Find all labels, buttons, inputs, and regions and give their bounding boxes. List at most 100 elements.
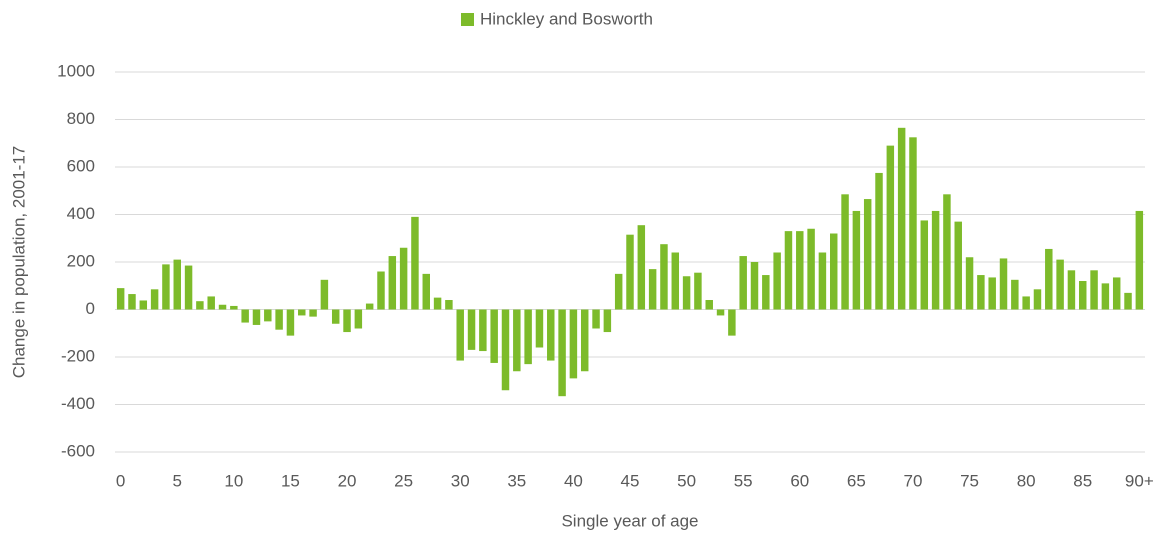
bar: [1056, 259, 1064, 310]
bar: [479, 309, 487, 352]
bar: [128, 294, 136, 310]
bar: [490, 309, 498, 363]
bar: [1124, 292, 1132, 310]
bar: [1022, 296, 1030, 310]
bar: [614, 273, 623, 310]
x-tick-label: 50: [677, 471, 696, 490]
bar: [467, 309, 476, 350]
x-tick-label: 5: [173, 471, 182, 490]
x-tick-label: 75: [960, 471, 979, 490]
bar: [535, 309, 544, 348]
bar: [139, 300, 148, 310]
bar: [841, 194, 849, 310]
y-tick-label: 1000: [57, 61, 95, 80]
bar: [343, 309, 351, 333]
bar: [524, 309, 532, 365]
bar: [309, 309, 317, 317]
bar: [207, 296, 215, 310]
bar: [886, 145, 895, 310]
bar: [513, 309, 521, 372]
bar: [377, 271, 385, 310]
bar: [1045, 248, 1053, 310]
bar: [671, 252, 680, 310]
bar: [173, 259, 181, 310]
bar: [1090, 270, 1098, 310]
bar: [931, 210, 940, 310]
bar: [1135, 210, 1144, 310]
bar: [909, 137, 917, 310]
bar: [275, 309, 283, 330]
bar: [241, 309, 249, 323]
bar: [365, 303, 374, 310]
bar: [1101, 283, 1110, 310]
bar: [773, 252, 781, 310]
bar: [694, 272, 702, 310]
bar: [637, 225, 646, 310]
bar: [162, 264, 170, 310]
bar: [331, 309, 340, 324]
x-axis-title: Single year of age: [561, 511, 698, 530]
bar: [852, 210, 861, 310]
x-tick-label: 90+: [1125, 471, 1154, 490]
x-tick-label: 60: [790, 471, 809, 490]
bar: [988, 277, 996, 310]
x-tick-label: 25: [394, 471, 413, 490]
bar: [920, 220, 929, 310]
y-tick-label: 800: [67, 109, 95, 128]
bar: [547, 309, 555, 361]
y-tick-label: 0: [86, 299, 95, 318]
bar: [433, 297, 442, 310]
bar: [728, 309, 736, 336]
y-tick-label: 600: [67, 156, 95, 175]
x-tick-label: 85: [1073, 471, 1092, 490]
bar: [116, 288, 125, 310]
bar: [943, 194, 951, 310]
bar: [399, 247, 408, 310]
bar: [603, 309, 612, 333]
bar: [388, 256, 397, 310]
bar: [196, 301, 204, 310]
legend-label: Hinckley and Bosworth: [480, 9, 653, 28]
bar: [1112, 277, 1121, 310]
bar: [750, 262, 759, 310]
bar: [230, 305, 238, 310]
x-tick-label: 0: [116, 471, 125, 490]
bar: [705, 300, 713, 310]
bar: [501, 309, 510, 391]
bar: [184, 265, 193, 310]
bar: [739, 256, 747, 310]
bar: [218, 304, 227, 310]
bar: [999, 258, 1008, 310]
bar: [592, 309, 600, 329]
bar: [456, 309, 464, 361]
bar: [818, 252, 827, 310]
bar: [411, 216, 419, 310]
x-tick-label: 35: [507, 471, 526, 490]
bar: [264, 309, 272, 322]
bar: [626, 234, 634, 310]
bar: [875, 172, 883, 310]
bar: [965, 257, 974, 310]
x-tick-label: 45: [621, 471, 640, 490]
bar: [977, 275, 985, 310]
bar: [648, 269, 657, 310]
x-tick-label: 70: [904, 471, 923, 490]
bar: [716, 309, 725, 316]
bar: [762, 275, 770, 310]
bar: [1079, 281, 1087, 310]
y-tick-label: 200: [67, 251, 95, 270]
bar: [796, 231, 804, 310]
bar: [897, 127, 906, 310]
bar: [445, 300, 453, 310]
bar: [320, 279, 329, 310]
bar: [784, 231, 793, 310]
x-tick-label: 30: [451, 471, 470, 490]
bar: [286, 309, 295, 336]
bar: [150, 289, 159, 310]
bar: [660, 244, 668, 310]
bar: [569, 309, 578, 379]
bar: [1033, 289, 1042, 310]
x-tick-label: 80: [1017, 471, 1036, 490]
legend-swatch: [461, 13, 474, 26]
